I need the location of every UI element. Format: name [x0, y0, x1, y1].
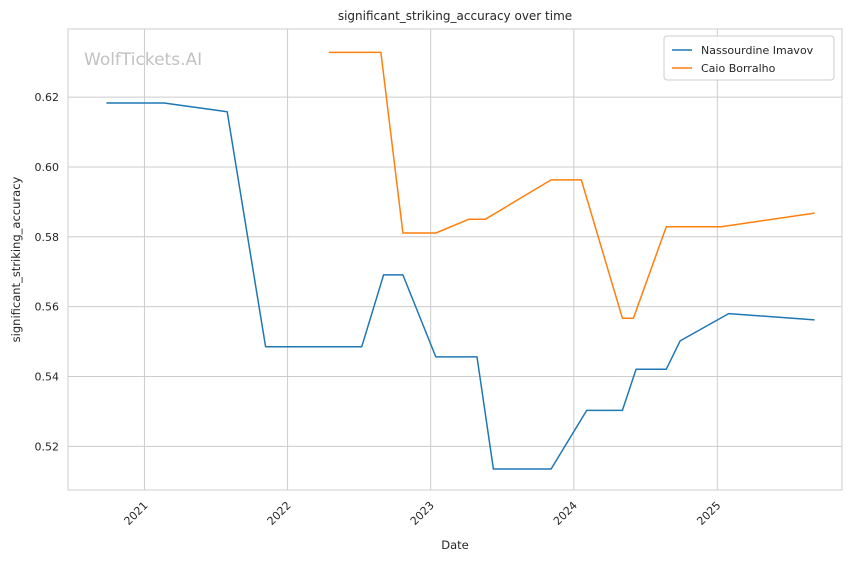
legend-box: [663, 35, 835, 81]
legend-label: Nassourdine Imavov: [701, 44, 814, 57]
plot-frame: [67, 28, 843, 491]
x-axis-title: Date: [441, 538, 469, 552]
grid-lines: [68, 29, 842, 490]
y-tick-label: 0.60: [35, 161, 60, 174]
series-lines: [106, 51, 815, 470]
series-line: [106, 102, 815, 470]
y-tick-label: 0.52: [35, 440, 60, 453]
chart-title: significant_striking_accuracy over time: [338, 9, 572, 23]
y-axis-title: significant_striking_accuracy: [9, 176, 23, 342]
legend-label: Caio Borralho: [701, 62, 776, 75]
y-tick-label: 0.58: [35, 231, 60, 244]
y-tick-label: 0.56: [35, 301, 60, 314]
y-tick-label: 0.62: [35, 91, 60, 104]
y-tick-label: 0.54: [35, 370, 60, 383]
series-line: [328, 51, 815, 319]
legend: Nassourdine Imavov Caio Borralho: [663, 35, 835, 81]
watermark: WolfTickets.AI: [84, 50, 202, 70]
